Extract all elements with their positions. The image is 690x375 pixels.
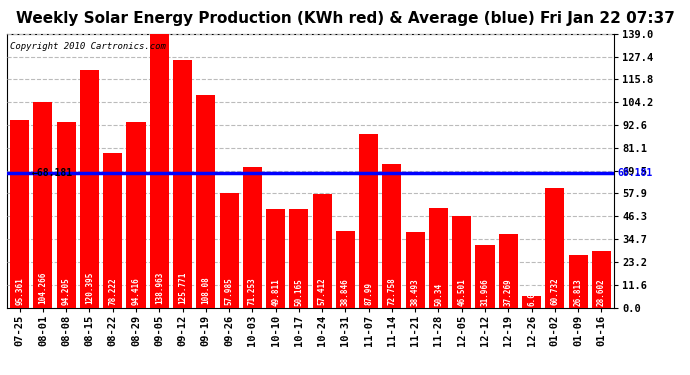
Text: 50.34: 50.34 (434, 282, 443, 306)
Text: 87.99: 87.99 (364, 282, 373, 305)
Bar (266, 209, 285, 308)
Bar (104, 153, 122, 308)
Bar (243, 167, 262, 308)
Bar (219, 193, 239, 308)
Bar (382, 164, 402, 308)
Text: 60.732: 60.732 (551, 278, 560, 305)
Text: 38.846: 38.846 (341, 278, 350, 306)
Text: 94.205: 94.205 (61, 277, 70, 304)
Text: 38.493: 38.493 (411, 278, 420, 306)
Text: 6.079: 6.079 (527, 283, 536, 306)
Text: 120.395: 120.395 (85, 272, 94, 304)
Text: 108.08: 108.08 (201, 277, 210, 304)
Text: 57.985: 57.985 (224, 278, 234, 305)
Bar (452, 216, 471, 308)
Bar (80, 70, 99, 308)
Bar (313, 194, 332, 308)
Text: 138.963: 138.963 (155, 272, 164, 304)
Text: 49.811: 49.811 (271, 278, 280, 306)
Text: 94.416: 94.416 (132, 277, 141, 304)
Bar (126, 122, 146, 308)
Bar (406, 232, 425, 308)
Bar (173, 60, 192, 308)
Text: 28.602: 28.602 (597, 278, 606, 306)
Bar (57, 122, 76, 308)
Text: Copyright 2010 Cartronics.com: Copyright 2010 Cartronics.com (10, 42, 166, 51)
Text: 104.266: 104.266 (39, 272, 48, 304)
Bar (359, 134, 378, 308)
Bar (33, 102, 52, 308)
Text: ←68.181: ←68.181 (31, 168, 72, 178)
Bar (150, 34, 169, 308)
Text: 26.813: 26.813 (573, 278, 582, 306)
Text: 78.222: 78.222 (108, 277, 117, 305)
Text: 95.361: 95.361 (15, 277, 24, 304)
Text: Weekly Solar Energy Production (KWh red) & Average (blue) Fri Jan 22 07:37: Weekly Solar Energy Production (KWh red)… (16, 11, 674, 26)
Bar (569, 255, 588, 308)
Bar (196, 94, 215, 308)
Text: 68.181: 68.181 (618, 168, 653, 178)
Text: 125.771: 125.771 (178, 272, 187, 304)
Bar (336, 231, 355, 308)
Bar (522, 296, 541, 307)
Text: 71.253: 71.253 (248, 278, 257, 305)
Bar (475, 244, 495, 308)
Text: 72.758: 72.758 (387, 278, 397, 305)
Bar (499, 234, 518, 308)
Text: 46.501: 46.501 (457, 278, 466, 306)
Bar (592, 251, 611, 308)
Bar (545, 188, 564, 308)
Text: 57.412: 57.412 (317, 278, 326, 305)
Text: 37.269: 37.269 (504, 278, 513, 306)
Bar (10, 120, 29, 308)
Text: 31.966: 31.966 (480, 278, 489, 306)
Bar (289, 209, 308, 308)
Bar (429, 209, 448, 308)
Text: 50.165: 50.165 (295, 278, 304, 306)
